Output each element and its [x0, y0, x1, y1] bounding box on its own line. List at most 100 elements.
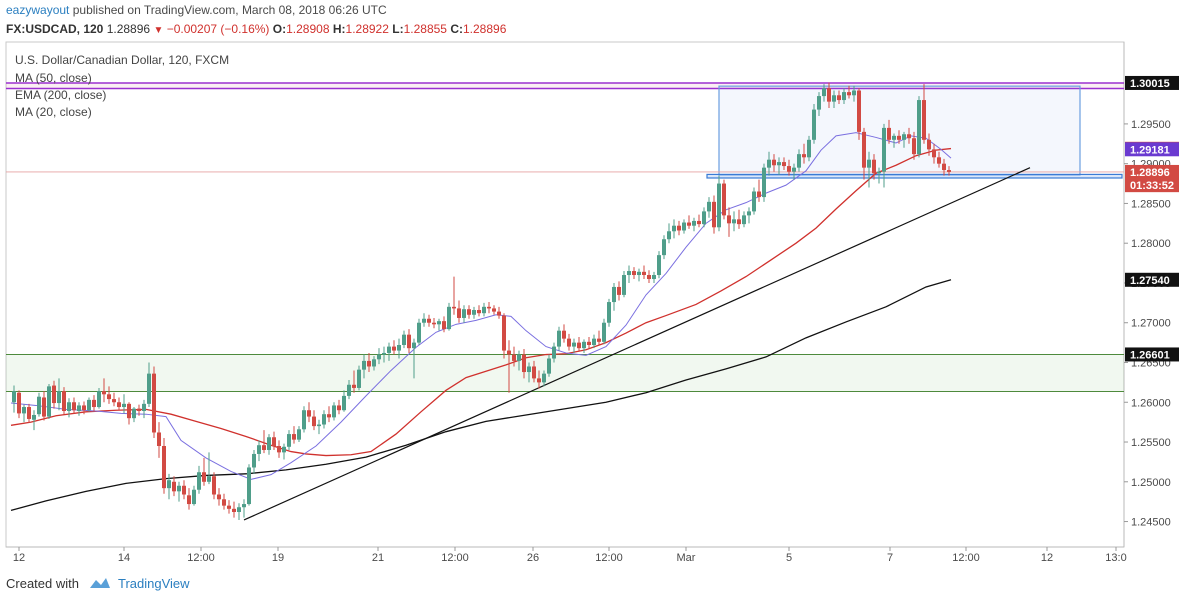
candle: [702, 207, 706, 228]
candle: [447, 302, 451, 331]
candle-body: [777, 162, 781, 166]
candle-body: [317, 424, 321, 427]
candle-body: [87, 399, 91, 411]
candle-body: [547, 358, 551, 374]
candle: [197, 465, 201, 494]
candle: [377, 348, 381, 365]
candle: [332, 402, 336, 421]
candle-body: [827, 88, 831, 102]
candle-body: [537, 378, 541, 383]
candle-body: [162, 446, 166, 489]
candle-body: [492, 308, 496, 312]
candle: [117, 397, 121, 411]
candle: [577, 337, 581, 351]
candle: [242, 499, 246, 518]
candle: [387, 342, 391, 361]
candle: [72, 397, 76, 414]
candle: [642, 265, 646, 279]
price-badge-label: 01:33:52: [1130, 180, 1174, 192]
x-tick-label: 12:00: [952, 552, 980, 564]
candle: [632, 267, 636, 279]
candle: [477, 305, 481, 317]
y-tick-label: 1.28000: [1131, 238, 1171, 250]
candle: [637, 268, 641, 282]
candle: [27, 403, 31, 423]
x-tick-label: 14: [118, 552, 130, 564]
candle: [812, 104, 816, 144]
price-badge: [1125, 75, 1179, 90]
candle: [832, 90, 836, 109]
legend-ma20[interactable]: MA (20, close): [15, 105, 92, 119]
candle-body: [932, 149, 936, 158]
candle: [337, 399, 341, 415]
candle: [147, 362, 151, 408]
price-badge-label: 1.30015: [1130, 78, 1170, 90]
candle: [247, 464, 251, 506]
tradingview-link[interactable]: TradingView: [118, 576, 190, 591]
candle: [772, 154, 776, 172]
legend-ma50[interactable]: MA (50, close): [15, 71, 92, 85]
candle: [62, 387, 66, 415]
candle: [782, 157, 786, 171]
candle: [857, 88, 861, 140]
candle: [112, 392, 116, 407]
candle-body: [442, 321, 446, 330]
candle-body: [837, 95, 841, 101]
candle: [847, 85, 851, 99]
legend-ema200[interactable]: EMA (200, close): [15, 88, 107, 102]
candle: [322, 410, 326, 429]
candle: [937, 151, 941, 168]
candle-body: [447, 306, 451, 330]
candle: [547, 354, 551, 377]
candle-body: [722, 183, 726, 216]
candle-body: [487, 306, 491, 309]
candle: [607, 298, 611, 327]
x-tick-label: 5: [786, 552, 792, 564]
candle: [872, 154, 876, 180]
candle: [427, 314, 431, 327]
candle: [757, 179, 761, 202]
candle: [367, 352, 371, 373]
candle-body: [732, 219, 736, 224]
candle-body: [782, 162, 786, 167]
candle: [172, 476, 176, 497]
candle: [437, 318, 441, 331]
candle-body: [222, 499, 226, 506]
candle: [622, 271, 626, 298]
candle-body: [762, 167, 766, 198]
candle: [877, 167, 881, 184]
candle-body: [807, 139, 811, 158]
ticker-line: FX:USDCAD, 120 1.28896 ▼ −0.00207 (−0.16…: [6, 22, 506, 36]
candle: [582, 339, 586, 353]
candle-body: [212, 476, 216, 495]
candle-body: [72, 402, 76, 411]
candle-body: [312, 416, 316, 427]
candle: [567, 333, 571, 351]
candle-body: [727, 215, 731, 224]
candle: [67, 398, 71, 418]
candle: [77, 402, 81, 416]
author-link[interactable]: eazywayout: [6, 3, 70, 17]
candle: [57, 378, 61, 411]
candle-body: [787, 166, 791, 172]
candle: [202, 457, 206, 486]
candle: [257, 440, 261, 462]
price-badge: [1125, 142, 1179, 157]
candle: [97, 387, 101, 409]
candle-body: [167, 480, 171, 489]
candle-body: [417, 322, 421, 343]
candle-body: [587, 341, 591, 345]
candle-body: [177, 485, 181, 492]
candle-body: [187, 495, 191, 505]
support-zone: [6, 354, 1124, 392]
candle: [717, 175, 721, 232]
candle: [592, 334, 596, 349]
candle-body: [67, 402, 71, 412]
candle: [307, 402, 311, 423]
candle: [277, 440, 281, 458]
candle: [442, 316, 446, 333]
candle: [472, 306, 476, 319]
candle-body: [702, 211, 706, 225]
candle-body: [407, 334, 411, 349]
